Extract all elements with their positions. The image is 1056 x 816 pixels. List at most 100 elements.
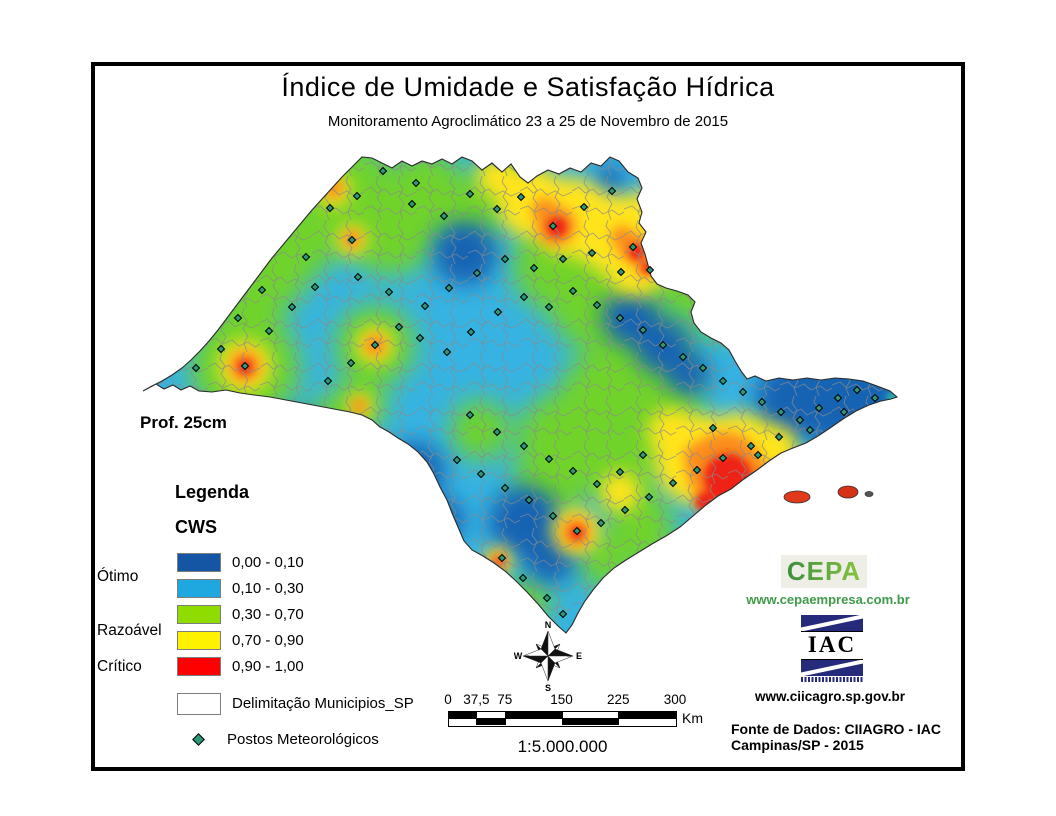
station-marker — [839, 407, 849, 417]
heat-blob — [761, 464, 789, 492]
scalebar-segment — [505, 712, 563, 718]
station-marker — [325, 203, 335, 213]
depth-label: Prof. 25cm — [140, 413, 227, 432]
station-marker — [439, 211, 449, 221]
scale-ratio: 1:5.000.000 — [517, 737, 608, 756]
station-marker — [493, 307, 503, 317]
iac-stripe-icon — [801, 615, 863, 631]
station-marker — [544, 302, 554, 312]
station-marker — [516, 192, 526, 202]
station-marker — [287, 302, 297, 312]
data-source-credit: Fonte de Dados: CIIAGRO - IAC Campinas/S… — [731, 721, 956, 753]
scalebar-segment — [562, 712, 620, 718]
scalebar-segment — [477, 712, 506, 718]
coastal-islands — [783, 485, 874, 504]
station-marker — [558, 609, 568, 619]
compass-n-label: N — [545, 620, 552, 630]
station-marker — [587, 248, 597, 258]
scalebar-segment — [619, 712, 676, 718]
heat-blob — [759, 479, 777, 497]
station-marker — [757, 397, 767, 407]
island — [837, 485, 859, 499]
legend-swatch — [177, 605, 221, 624]
station-marker — [628, 242, 638, 252]
scalebar-segment — [619, 719, 676, 725]
station-marker — [472, 268, 482, 278]
station-marker — [638, 450, 648, 460]
station-marker — [466, 327, 476, 337]
station-marker — [708, 423, 718, 433]
legend-swatch — [177, 579, 221, 598]
station-marker — [568, 286, 578, 296]
station-marker — [323, 376, 333, 386]
station-marker — [738, 387, 748, 397]
station-marker — [500, 483, 510, 493]
station-marker — [257, 285, 267, 295]
scalebar-unit: Km — [682, 710, 703, 726]
station-marker — [347, 235, 357, 245]
station-marker — [776, 407, 786, 417]
scalebar-tick: 150 — [550, 692, 573, 707]
station-marker — [216, 344, 226, 354]
scalebar-segment — [449, 712, 478, 718]
station-marker — [370, 340, 380, 350]
ciiagro-url: www.ciicagro.sp.gov.br — [754, 689, 906, 704]
station-marker — [301, 252, 311, 262]
island — [864, 491, 874, 497]
island — [783, 490, 811, 504]
station-marker — [452, 455, 462, 465]
station-marker — [805, 425, 815, 435]
station-marker — [615, 313, 625, 323]
station-marker — [558, 254, 568, 264]
iac-stripe-icon — [801, 660, 863, 676]
station-marker — [529, 263, 539, 273]
scalebar-tick: 300 — [663, 692, 687, 707]
station-marker — [596, 518, 606, 528]
station-marker — [378, 166, 388, 176]
map-subtitle: Monitoramento Agroclimático 23 a 25 de N… — [327, 113, 729, 130]
station-marker — [678, 352, 688, 362]
station-marker — [668, 478, 678, 488]
station-marker — [568, 466, 578, 476]
legend-class-row: 0,30 - 0,70 — [177, 605, 304, 624]
legend-class-label: 0,90 - 1,00 — [232, 658, 304, 675]
station-marker — [638, 325, 648, 335]
scalebar-segment — [477, 719, 506, 725]
station-marker — [411, 178, 421, 188]
stations-label: Postos Meteorológicos — [227, 730, 379, 748]
compass-e-label: E — [576, 651, 582, 661]
scalebar-tick: 37,5 — [463, 692, 490, 707]
station-marker — [795, 415, 805, 425]
legend-stations-row: Postos Meteorológicos — [177, 730, 379, 748]
boundary-swatch — [177, 692, 221, 715]
compass-rose: N S W E — [514, 620, 582, 693]
legend-field-label: CWS — [175, 517, 217, 537]
station-marker — [814, 403, 824, 413]
station-marker — [852, 385, 862, 395]
iac-logo-tagline — [801, 677, 863, 682]
cepa-url: www.cepaempresa.com.br — [746, 592, 910, 607]
station-marker — [692, 465, 702, 475]
station-marker — [353, 272, 363, 282]
station-marker — [233, 313, 243, 323]
station-marker — [548, 221, 558, 231]
compass-w-label: W — [514, 651, 523, 661]
station-marker — [645, 265, 655, 275]
station-marker — [352, 191, 362, 201]
scalebar-tick: 225 — [606, 692, 630, 707]
iac-logo-text: IAC — [801, 631, 863, 660]
station-marker — [444, 283, 454, 293]
scalebar-tick-labels: 0 37,5 75 150 225 300 — [444, 692, 686, 707]
station-marker — [746, 441, 756, 451]
station-marker — [658, 340, 668, 350]
station-marker — [384, 287, 394, 297]
station-marker — [698, 363, 708, 373]
station-marker — [572, 526, 582, 536]
weather-stations-layer — [191, 166, 880, 619]
station-marker — [544, 454, 554, 464]
station-marker — [264, 326, 274, 336]
station-marker — [616, 267, 626, 277]
state-outline — [142, 156, 899, 634]
station-marker — [644, 492, 654, 502]
